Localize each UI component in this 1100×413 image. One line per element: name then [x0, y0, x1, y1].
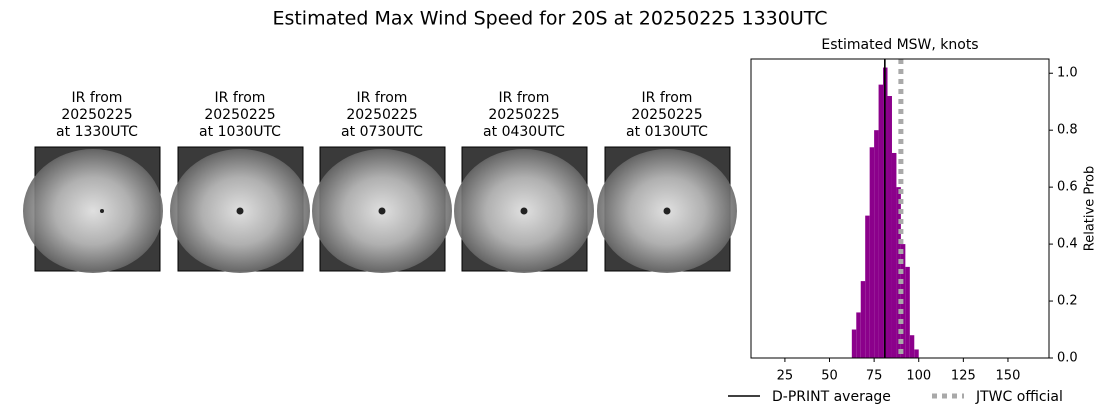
- y-tick-label: 0.0: [1057, 351, 1078, 366]
- panel-caption: IR from: [215, 90, 266, 106]
- panel-caption: 20250225: [61, 107, 132, 123]
- bar: [905, 266, 910, 358]
- axes-frame: [750, 58, 1050, 359]
- panel-caption: 20250225: [346, 107, 417, 123]
- bar: [869, 147, 875, 358]
- panel-caption: 20250225: [488, 107, 559, 123]
- y-tick-label: 0.6: [1057, 180, 1078, 195]
- ir-eye: [378, 207, 386, 215]
- ir-cloud: [23, 149, 163, 273]
- x-tick-label: 125: [951, 369, 976, 384]
- bar: [851, 329, 857, 358]
- bar: [909, 335, 915, 358]
- x-tick-label: 75: [866, 369, 883, 384]
- panel-caption: at 1330UTC: [56, 124, 138, 140]
- bar: [874, 130, 879, 358]
- bar: [865, 215, 870, 358]
- y-tick-label: 1.0: [1057, 66, 1078, 81]
- bar: [860, 281, 866, 358]
- x-tick-label: 50: [821, 369, 838, 384]
- panel-caption: at 0430UTC: [483, 124, 565, 140]
- y-tick-label: 0.2: [1057, 294, 1078, 309]
- panel-caption: IR from: [357, 90, 408, 106]
- ir-eye: [663, 207, 671, 215]
- y-axis-label: Relative Prob: [1083, 166, 1098, 251]
- axes-title: Estimated MSW, knots: [821, 37, 978, 53]
- panel-caption: 20250225: [631, 107, 702, 123]
- y-tick-label: 0.8: [1057, 123, 1078, 138]
- ir-eye: [100, 209, 104, 213]
- panel-caption: at 1030UTC: [199, 124, 281, 140]
- bar: [878, 84, 884, 358]
- x-tick-label: 25: [777, 369, 794, 384]
- panel-caption: 20250225: [204, 107, 275, 123]
- legend-label: JTWC official: [975, 389, 1063, 405]
- x-tick-label: 150: [996, 369, 1021, 384]
- figure-title: Estimated Max Wind Speed for 20S at 2025…: [272, 8, 827, 30]
- ir-eye: [520, 207, 528, 215]
- ir-eye: [236, 207, 244, 215]
- bar: [887, 96, 892, 359]
- bar: [914, 349, 919, 358]
- x-tick-label: 100: [906, 369, 931, 384]
- bar: [891, 152, 897, 358]
- panel-caption: IR from: [642, 90, 693, 106]
- y-tick-label: 0.4: [1057, 237, 1078, 252]
- panel-caption: IR from: [72, 90, 123, 106]
- panel-caption: at 0130UTC: [626, 124, 708, 140]
- legend-label: D-PRINT average: [772, 389, 891, 405]
- panel-caption: IR from: [499, 90, 550, 106]
- bar: [856, 312, 861, 358]
- panel-caption: at 0730UTC: [341, 124, 423, 140]
